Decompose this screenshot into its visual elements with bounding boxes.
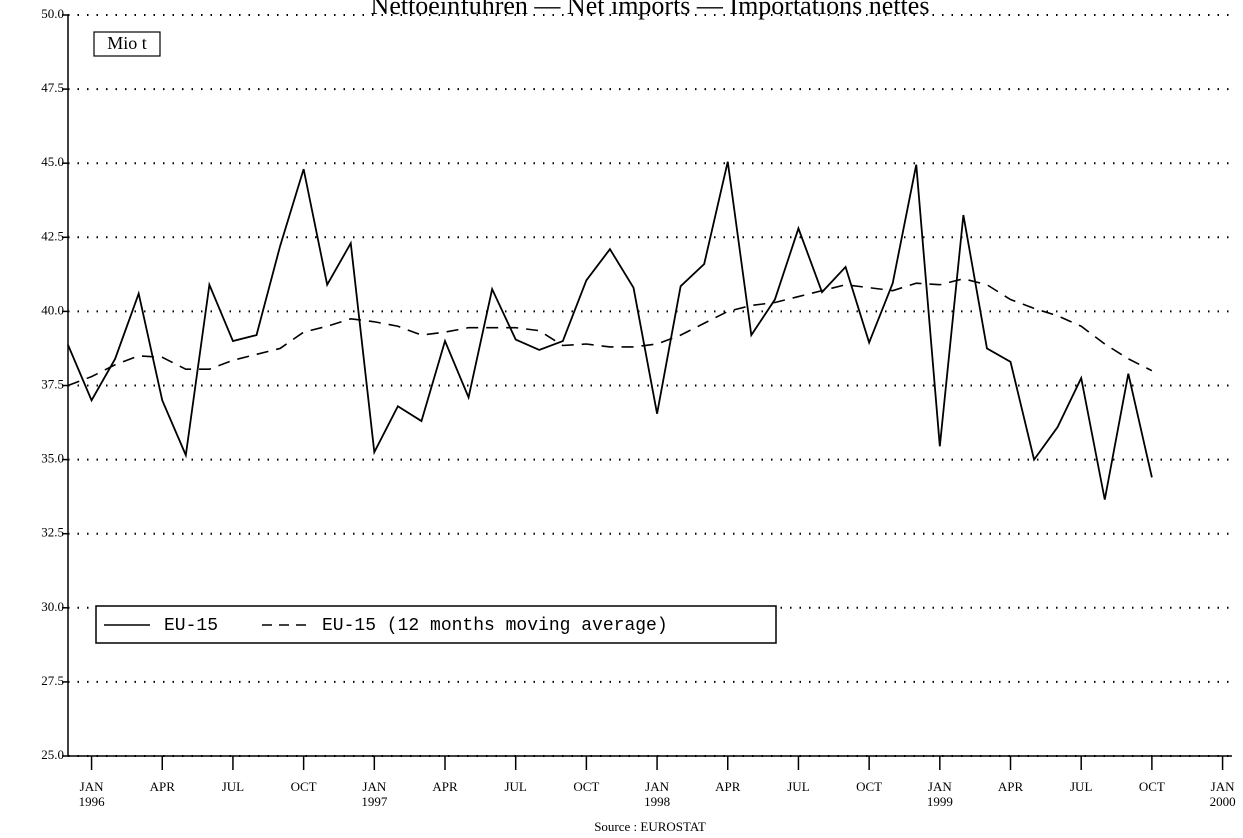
x-tick-label: APR xyxy=(432,779,458,794)
x-tick-label: JAN xyxy=(645,779,669,794)
y-tick-label: 47.5 xyxy=(41,80,64,95)
x-tick-label: OCT xyxy=(291,779,317,794)
x-tick-label: JUL xyxy=(1070,779,1092,794)
series-line xyxy=(67,277,1153,387)
x-tick-label: OCT xyxy=(856,779,882,794)
x-tick-label: APR xyxy=(998,779,1024,794)
chart-title: Nettoeinfuhren — Net imports — Importati… xyxy=(371,0,930,20)
source: Source : EUROSTAT xyxy=(594,819,706,834)
y-tick-label: 40.0 xyxy=(41,302,64,317)
y-tick-label: 45.0 xyxy=(41,154,64,169)
legend-label: EU-15 (12 months moving average) xyxy=(322,616,668,636)
x-year-label: 1997 xyxy=(361,794,388,809)
x-tick-label: JUL xyxy=(504,779,526,794)
unit-label: Mio t xyxy=(107,33,147,53)
x-tick-label: APR xyxy=(715,779,741,794)
y-tick-label: 50.0 xyxy=(41,6,64,21)
y-tick-label: 25.0 xyxy=(41,747,64,762)
x-tick-label: OCT xyxy=(1139,779,1165,794)
x-tick-label: JAN xyxy=(928,779,952,794)
x-year-label: 2000 xyxy=(1210,794,1236,809)
unit-box xyxy=(93,31,161,57)
x-year-label: 1998 xyxy=(644,794,670,809)
x-tick-label: JAN xyxy=(362,779,386,794)
y-tick-label: 32.5 xyxy=(41,525,64,540)
x-tick-label: APR xyxy=(150,779,176,794)
y-tick-label: 37.5 xyxy=(41,376,64,391)
series-line xyxy=(67,161,1153,500)
x-tick-label: JUL xyxy=(787,779,809,794)
legend-label: EU-15 xyxy=(164,616,218,636)
x-year-label: 1996 xyxy=(79,794,106,809)
y-tick-label: 27.5 xyxy=(41,673,64,688)
x-tick-label: OCT xyxy=(573,779,599,794)
x-year-label: 1999 xyxy=(927,794,953,809)
y-tick-label: 35.0 xyxy=(41,451,64,466)
y-tick-label: 30.0 xyxy=(41,599,64,614)
y-tick-label: 42.5 xyxy=(41,228,64,243)
x-tick-label: JAN xyxy=(1211,779,1235,794)
x-tick-label: JAN xyxy=(80,779,104,794)
legend-box xyxy=(95,605,777,644)
x-tick-label: JUL xyxy=(222,779,244,794)
